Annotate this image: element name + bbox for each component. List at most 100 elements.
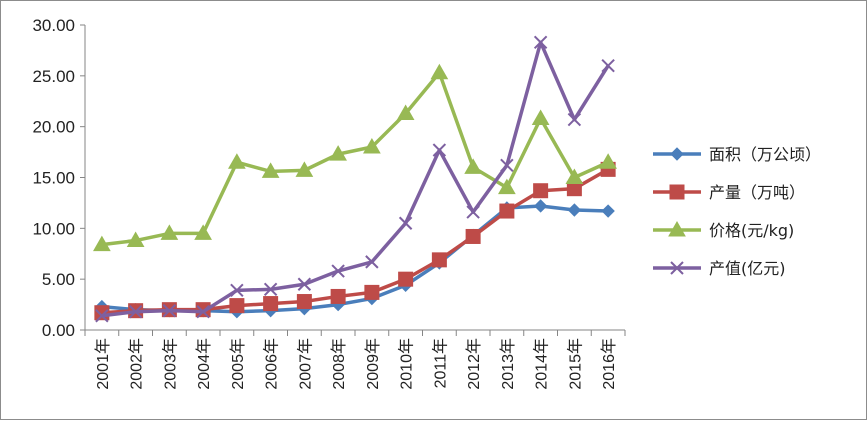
data-point (498, 178, 516, 195)
data-point (567, 203, 582, 217)
data-point (93, 235, 111, 252)
data-point (94, 305, 110, 321)
legend-marker (669, 184, 685, 200)
data-point (364, 284, 380, 300)
data-point (160, 224, 179, 240)
x-marker-stroke (162, 303, 177, 318)
data-point (295, 161, 314, 177)
series-layer (93, 35, 617, 323)
data-point (500, 158, 514, 173)
x-tick-label: 2012年 (465, 338, 483, 390)
data-point (431, 252, 447, 268)
data-point (432, 143, 447, 157)
x-tick-label: 2016年 (600, 338, 618, 390)
x-tick-label: 2006年 (263, 338, 281, 390)
legend-marker (670, 261, 684, 275)
x-marker-stroke (196, 304, 210, 319)
legend-label: 价格(元/kg) (709, 221, 794, 240)
y-tick-label: 20.00 (32, 118, 75, 137)
series-line (101, 71, 609, 247)
x-marker-stroke (533, 35, 548, 49)
data-point (194, 224, 212, 240)
x-marker-stroke (601, 58, 615, 73)
data-point (263, 296, 279, 312)
data-point (330, 288, 346, 304)
data-point (533, 199, 548, 213)
series-0 (95, 199, 615, 319)
x-marker-stroke (263, 282, 278, 297)
x-tick-label: 2013年 (499, 338, 517, 390)
series-2 (93, 63, 617, 252)
legend-item: 产值(亿元) (653, 259, 786, 278)
y-tick-label: 5.00 (42, 270, 75, 289)
data-point (396, 104, 415, 120)
data-point (565, 168, 584, 184)
x-tick-label: 2007年 (296, 338, 314, 390)
data-point (533, 183, 549, 199)
legend-marker (670, 147, 684, 161)
x-tick-label: 2015年 (566, 338, 584, 390)
x-marker-stroke (398, 216, 413, 230)
data-point (466, 205, 480, 219)
data-point (297, 277, 312, 291)
data-point (230, 283, 244, 298)
x-marker-stroke (432, 143, 447, 157)
x-tick-label: 2009年 (364, 338, 382, 390)
data-point (531, 109, 550, 126)
data-point (229, 298, 245, 314)
x-marker-stroke (331, 264, 345, 278)
legend: 面积（万公顷） 产量（万吨） 价格(元/kg) 产值(亿元) (653, 145, 821, 278)
data-point (398, 271, 414, 287)
data-point (601, 204, 615, 218)
data-point (126, 231, 145, 248)
data-point (499, 203, 515, 219)
data-point (296, 294, 312, 310)
x-tick-label: 2008年 (330, 338, 348, 390)
series-line (101, 40, 610, 318)
data-point (398, 216, 413, 230)
x-tick-label: 2004年 (195, 338, 213, 390)
data-point (465, 228, 481, 244)
series-1 (94, 161, 616, 321)
legend-item: 价格(元/kg) (653, 220, 794, 240)
x-tick-label: 2001年 (94, 338, 112, 390)
y-tick-label: 25.00 (32, 67, 75, 86)
series-line (101, 167, 609, 315)
x-marker-stroke (567, 112, 582, 127)
x-marker-stroke (466, 205, 480, 219)
data-point (329, 145, 347, 161)
x-marker-stroke (670, 261, 684, 275)
data-point (261, 162, 280, 178)
x-tick-label: 2014年 (533, 338, 551, 390)
data-point (128, 304, 143, 319)
x-marker-stroke (365, 255, 379, 269)
data-point (196, 304, 210, 319)
legend-marker (668, 220, 686, 237)
data-point (464, 158, 482, 174)
x-tick-label: 2010年 (398, 338, 416, 390)
legend-item: 产量（万吨） (653, 183, 805, 202)
data-point (263, 282, 278, 297)
y-tick-label: 10.00 (32, 219, 75, 238)
legend-label: 产值(亿元) (709, 259, 786, 278)
x-tick-label: 2003年 (161, 338, 179, 390)
axes: 0.00 5.00 10.00 15.00 20.00 25.00 30.00 2001年 20… (32, 16, 626, 390)
y-tick-label: 30.00 (32, 16, 75, 35)
data-point (331, 264, 345, 278)
legend-item: 面积（万公顷） (653, 145, 821, 164)
x-tick-label: 2005年 (229, 338, 247, 390)
x-marker-stroke (500, 158, 514, 173)
data-point (228, 153, 246, 169)
data-point (599, 153, 617, 169)
legend-label: 产量（万吨） (709, 183, 805, 202)
x-tick-label: 2011年 (431, 338, 449, 388)
data-point (533, 35, 548, 49)
series-3 (95, 35, 615, 323)
legend-label: 面积（万公顷） (709, 145, 821, 164)
x-marker-stroke (297, 277, 312, 291)
data-point (95, 309, 109, 323)
x-marker-stroke (128, 304, 143, 319)
x-tick-label: 2002年 (128, 338, 146, 390)
